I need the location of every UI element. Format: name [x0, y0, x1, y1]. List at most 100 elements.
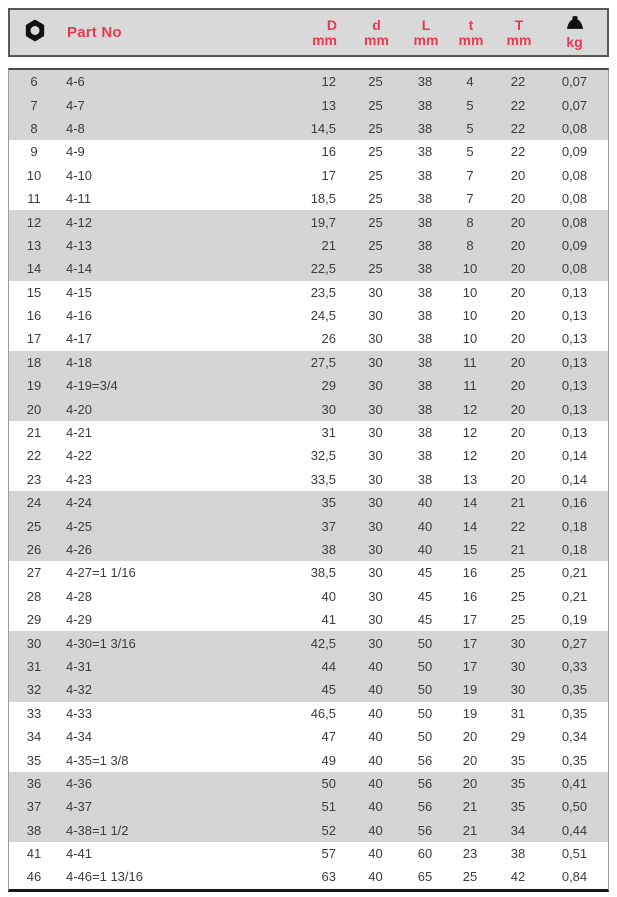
- D-mm-cell: 49: [321, 752, 336, 768]
- part-no-cell: 4-24: [66, 495, 93, 511]
- size-cell: 19: [26, 378, 42, 394]
- t-mm-cell: 4: [466, 74, 474, 90]
- weight-kg-cell: 0,27: [561, 635, 588, 651]
- d-mm-cell: 25: [368, 74, 383, 90]
- table-row: 11 4-11 18,5 25 38 7 20 0,08: [9, 187, 608, 210]
- L-mm-cell: 40: [417, 518, 433, 534]
- D-mm-cell: 63: [321, 869, 336, 885]
- size-cell: 32: [26, 682, 42, 698]
- part-no-cell: 4-26: [66, 542, 93, 557]
- L-mm-cell: 38: [417, 331, 433, 347]
- table-row: 28 4-28 40 30 45 16 25 0,21: [9, 585, 608, 608]
- size-cell: 8: [30, 120, 38, 136]
- T-mm-cell: 21: [510, 495, 526, 511]
- D-mm-cell: 46,5: [310, 705, 336, 721]
- T-mm-cell: 20: [510, 191, 526, 207]
- D-mm-cell: 44: [321, 658, 336, 674]
- t-mm-cell: 19: [462, 682, 478, 698]
- d-mm-cell: 30: [368, 588, 383, 604]
- t-mm-cell: 19: [462, 705, 478, 721]
- D-mm-cell: 40: [321, 588, 336, 604]
- part-no-header: Part No: [67, 24, 122, 41]
- table-row: 23 4-23 33,5 30 38 13 20 0,14: [9, 468, 608, 491]
- t-mm-cell: 17: [462, 612, 478, 628]
- t-mm-cell: 11: [463, 378, 477, 394]
- weight-kg-cell: 0,33: [561, 658, 588, 674]
- t-mm-cell: 12: [462, 448, 478, 464]
- T-mm-cell: 20: [510, 214, 526, 230]
- part-no-cell: 4-29: [66, 612, 93, 628]
- table-row: 33 4-33 46,5 40 50 19 31 0,35: [9, 702, 608, 725]
- T-mm-cell: 21: [510, 542, 526, 557]
- L-mm-cell: 38: [417, 448, 433, 464]
- part-no-cell: 4-33: [66, 705, 93, 721]
- size-cell: 26: [26, 542, 42, 557]
- table-row: 27 4-27=1 1/16 38,5 30 45 16 25 0,21: [9, 561, 608, 584]
- T-mm-cell: 35: [510, 752, 526, 768]
- weight-kg-cell: 0,13: [561, 308, 588, 324]
- D-mm-cell: 50: [321, 775, 336, 791]
- part-no-cell: 4-21: [66, 425, 93, 441]
- d-mm-cell: 40: [368, 752, 383, 768]
- L-mm-cell: 45: [417, 588, 433, 604]
- size-cell: 15: [26, 284, 42, 300]
- size-cell: 28: [26, 588, 42, 604]
- size-cell: 17: [26, 331, 42, 347]
- table-row: 12 4-12 19,7 25 38 8 20 0,08: [9, 210, 608, 234]
- part-no-cell: 4-38=1 1/2: [66, 822, 129, 838]
- d-mm-cell: 40: [368, 822, 383, 838]
- d-mm-cell: 40: [368, 658, 383, 674]
- T-mm-cell: 25: [510, 588, 526, 604]
- D-mm-cell: 42,5: [310, 635, 336, 651]
- weight-kg-cell: 0,14: [561, 448, 588, 464]
- table-row: 13 4-13 21 25 38 8 20 0,09: [9, 233, 608, 258]
- weight-kg-cell: 0,44: [561, 822, 588, 838]
- t-mm-cell: 12: [462, 425, 478, 441]
- size-cell: 22: [26, 448, 42, 464]
- table-row: 7 4-7 13 25 38 5 22 0,07: [9, 93, 608, 117]
- L-mm-cell: 40: [417, 542, 433, 557]
- T-mm-cell: 20: [510, 308, 526, 324]
- table-row: 35 4-35=1 3/8 49 40 56 20 35 0,35: [9, 748, 608, 771]
- weight-kg-cell: 0,13: [561, 354, 588, 370]
- weight-kg-cell: 0,16: [561, 495, 588, 511]
- t-mm-cell: 7: [466, 167, 474, 183]
- size-cell: 12: [26, 214, 42, 230]
- column-header-t: t mm: [458, 16, 484, 48]
- d-mm-cell: 25: [368, 144, 383, 160]
- weight-kg-cell: 0,13: [561, 284, 588, 300]
- table-row: 26 4-26 38 30 40 15 21 0,18: [9, 537, 608, 562]
- d-mm-cell: 30: [368, 518, 383, 534]
- column-header-L: L mm: [413, 16, 439, 48]
- weight-unit-label: kg: [566, 34, 583, 50]
- d-mm-cell: 30: [368, 425, 383, 441]
- size-cell: 35: [26, 752, 42, 768]
- table-body: 6 4-6 12 25 38 4 22 0,07 7 4-7 13 25 38 …: [8, 68, 609, 892]
- part-no-cell: 4-37: [66, 799, 93, 815]
- d-mm-cell: 30: [368, 612, 383, 628]
- table-row: 22 4-22 32,5 30 38 12 20 0,14: [9, 444, 608, 467]
- L-mm-cell: 38: [417, 354, 433, 370]
- weight-kg-cell: 0,21: [561, 588, 588, 604]
- weight-kg-cell: 0,07: [561, 74, 588, 90]
- table-row: 19 4-19=3/4 29 30 38 11 20 0,13: [9, 374, 608, 398]
- header-body-gap: [8, 57, 609, 68]
- T-mm-cell: 25: [510, 565, 526, 581]
- T-mm-cell: 35: [510, 799, 526, 815]
- weight-kg-cell: 0,51: [561, 846, 588, 862]
- size-cell: 6: [30, 74, 38, 90]
- T-mm-cell: 20: [510, 378, 526, 394]
- t-mm-cell: 21: [462, 822, 478, 838]
- part-no-cell: 4-34: [66, 729, 93, 745]
- part-no-cell: 4-18: [66, 354, 93, 370]
- T-mm-cell: 31: [510, 705, 526, 721]
- weight-kg-cell: 0,09: [561, 144, 588, 160]
- L-mm-cell: 38: [417, 191, 433, 207]
- weight-kg-cell: 0,13: [561, 401, 588, 417]
- d-mm-cell: 25: [368, 237, 383, 253]
- T-mm-cell: 20: [510, 167, 526, 183]
- t-mm-cell: 15: [462, 542, 478, 557]
- D-mm-cell: 16: [321, 144, 336, 160]
- t-mm-cell: 10: [462, 308, 478, 324]
